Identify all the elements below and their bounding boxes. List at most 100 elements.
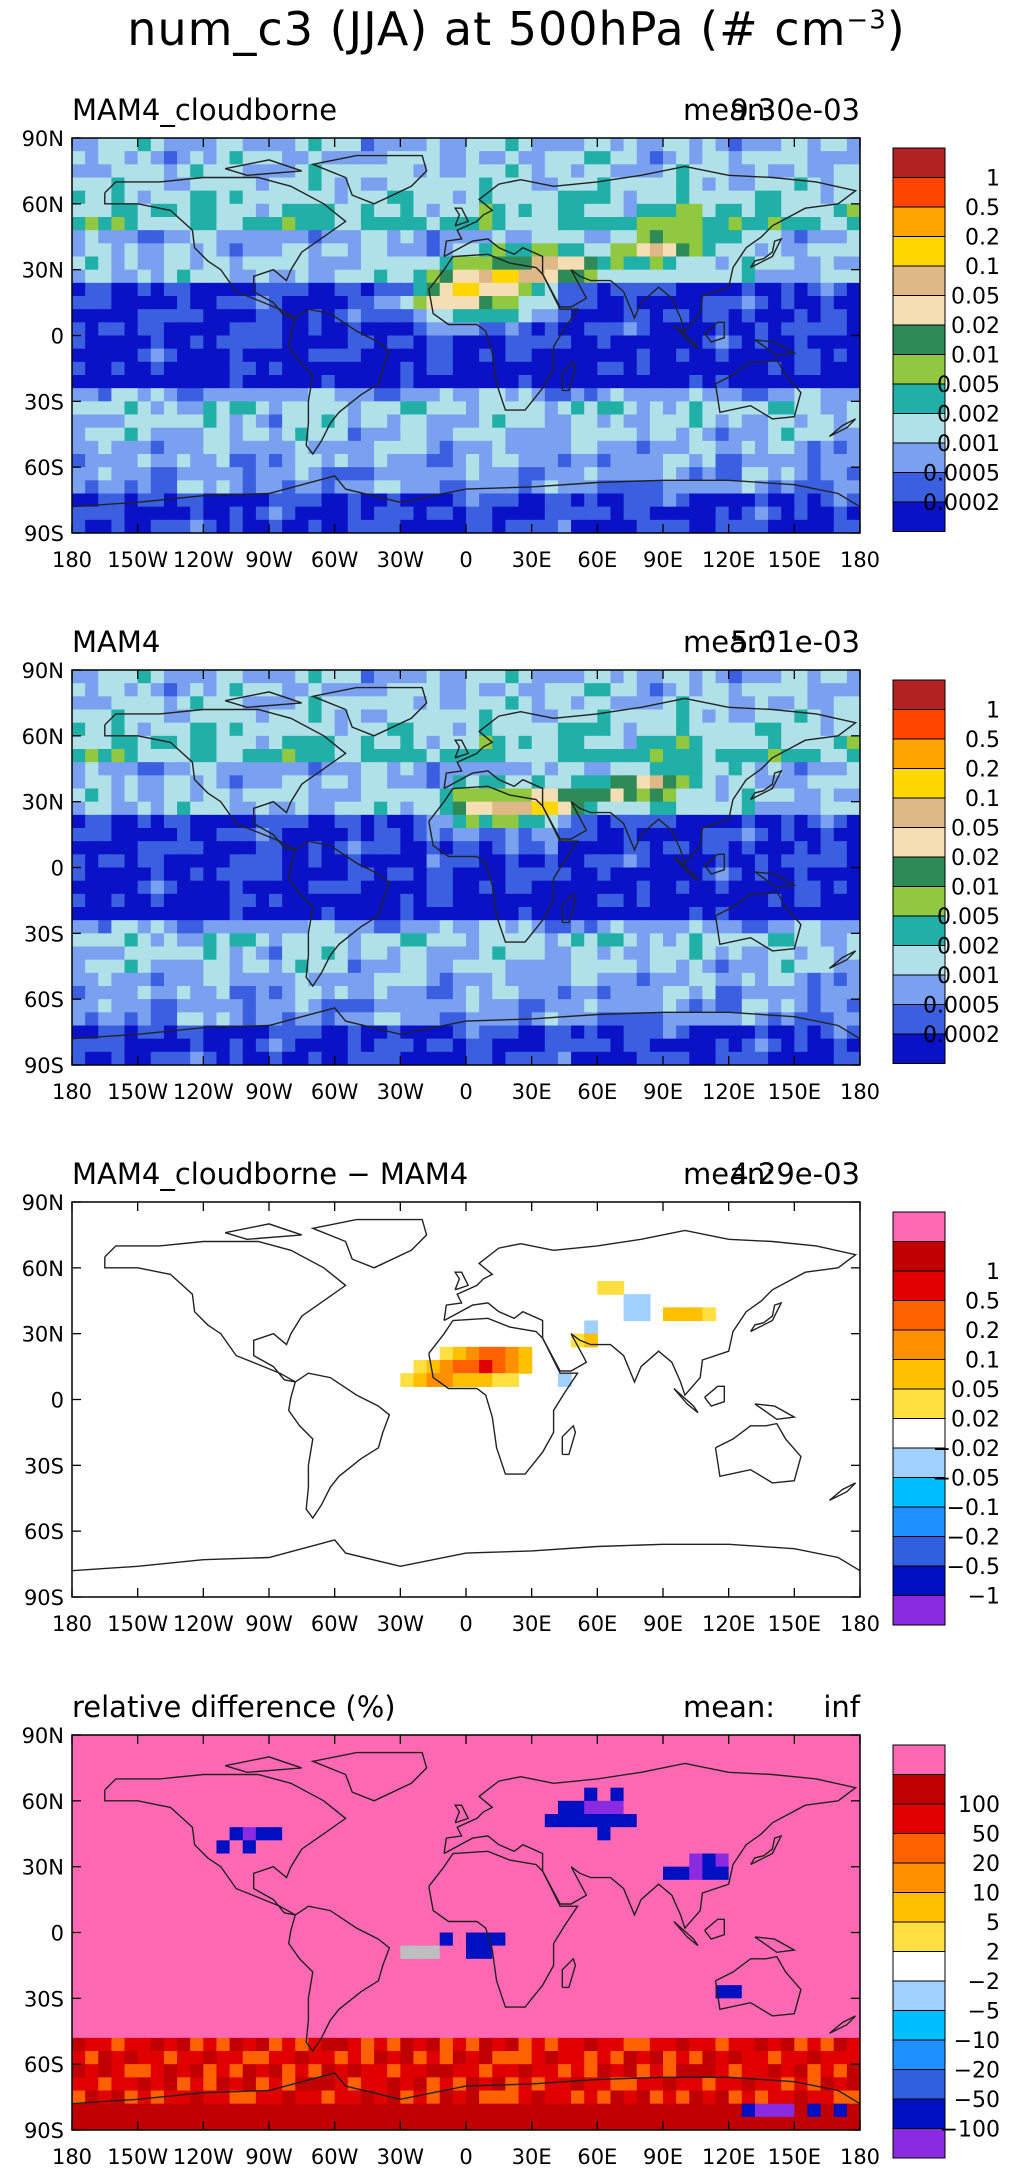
field-cell: [623, 256, 638, 271]
field-cell: [741, 986, 756, 1000]
field-cell: [492, 217, 506, 231]
field-cell: [439, 151, 454, 165]
field-cell: [360, 1932, 375, 1947]
field-cell: [124, 1051, 139, 1065]
field-cell: [846, 1735, 860, 1749]
field-cell: [124, 519, 139, 533]
field-cell: [374, 1735, 388, 1749]
field-cell: [203, 841, 218, 855]
field-cell: [203, 907, 218, 921]
field-cell: [584, 1866, 598, 1881]
field-cell: [137, 348, 152, 363]
x-tick-label: 90E: [643, 548, 683, 572]
field-cell: [203, 893, 218, 908]
field-cell: [584, 322, 598, 337]
colorbar-swatch: [892, 738, 946, 769]
field-cell: [177, 414, 191, 429]
field-cell: [702, 920, 717, 934]
field-cell: [150, 361, 165, 376]
field-cell: [807, 414, 822, 429]
field-cell: [400, 907, 415, 921]
field-cell: [610, 986, 625, 1000]
field-cell: [531, 1051, 546, 1065]
field-cell: [518, 854, 533, 869]
field-cell: [597, 1281, 612, 1295]
field-cell: [597, 722, 612, 737]
field-cell: [833, 243, 848, 258]
field-cell: [505, 828, 520, 842]
field-cell: [98, 269, 112, 284]
field-cell: [374, 972, 388, 987]
field-cell: [584, 282, 598, 297]
field-cell: [347, 801, 362, 816]
field-cell: [269, 1853, 283, 1868]
colorbar-label: 0.5: [965, 196, 1000, 221]
field-cell: [308, 814, 323, 829]
field-cell: [676, 1919, 690, 1934]
field-cell: [754, 907, 769, 921]
field-cell: [663, 309, 677, 323]
field-cell: [229, 243, 244, 258]
field-cell: [531, 493, 546, 508]
field-cell: [768, 138, 782, 152]
field-cell: [255, 1800, 270, 1815]
field-cell: [203, 217, 218, 231]
field-cell: [846, 1919, 860, 1934]
colorbar-label: 0.0002: [923, 1023, 1000, 1048]
field-cell: [111, 854, 126, 869]
field-cell: [163, 440, 178, 455]
field-cell: [347, 1748, 362, 1762]
field-cell: [623, 1735, 638, 1749]
field-cell: [439, 269, 454, 284]
field-cell: [334, 762, 349, 776]
field-cell: [820, 269, 835, 284]
field-cell: [479, 946, 493, 961]
field-cell: [807, 749, 822, 763]
field-cell: [426, 164, 441, 179]
field-cell: [452, 999, 467, 1013]
field-cell: [833, 151, 848, 165]
field-cell: [636, 788, 651, 803]
field-cell: [649, 1906, 664, 1920]
field-cell: [137, 972, 152, 987]
field-cell: [846, 1761, 860, 1776]
field-cell: [308, 959, 323, 974]
field-cell: [203, 388, 218, 402]
field-cell: [833, 775, 848, 790]
field-cell: [807, 670, 822, 684]
field-cell: [702, 880, 717, 895]
field-cell: [190, 683, 204, 697]
field-cell: [400, 1735, 415, 1749]
field-cell: [439, 841, 454, 855]
field-cell: [754, 1840, 769, 1855]
field-cell: [728, 217, 743, 231]
field-cell: [833, 519, 848, 533]
field-cell: [754, 814, 769, 829]
field-cell: [72, 177, 86, 192]
field-cell: [177, 282, 191, 297]
field-cell: [676, 243, 690, 258]
field-cell: [584, 1761, 598, 1776]
field-cell: [518, 1853, 533, 1868]
field-cell: [518, 1827, 533, 1841]
field-cell: [557, 1025, 572, 1040]
field-cell: [794, 506, 809, 521]
field-cell: [689, 1774, 703, 1789]
field-cell: [623, 959, 638, 974]
x-tick-label: 60E: [577, 548, 617, 572]
field-cell: [597, 190, 612, 205]
field-cell: [820, 1853, 835, 1868]
x-tick-label: 0: [459, 548, 472, 572]
field-cell: [492, 959, 506, 974]
field-cell: [255, 999, 270, 1013]
coastline: [287, 308, 391, 456]
field-cell: [85, 230, 99, 244]
field-cell: [216, 1866, 231, 1881]
field-cell: [321, 1051, 336, 1065]
field-cell: [282, 1840, 296, 1855]
field-cell: [584, 177, 598, 192]
field-cell: [846, 854, 860, 869]
field-cell: [203, 1840, 218, 1855]
field-cell: [439, 1814, 454, 1828]
field-cell: [702, 1025, 717, 1040]
